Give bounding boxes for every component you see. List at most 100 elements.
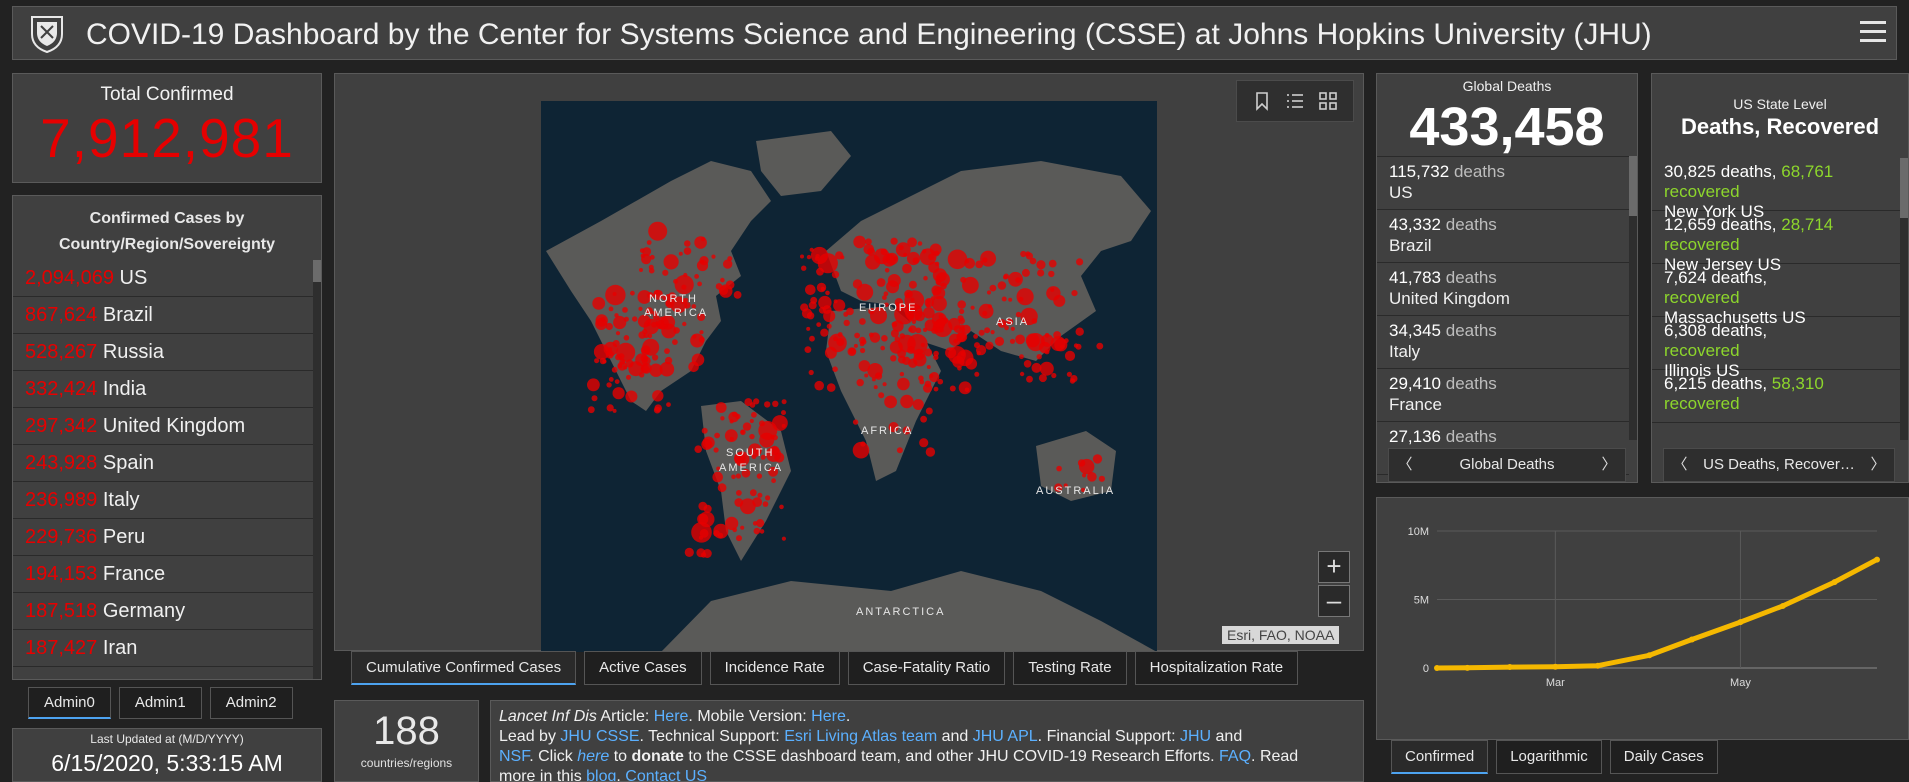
case-bubble[interactable]	[771, 478, 776, 484]
mobile-version-link[interactable]: Here	[811, 708, 846, 725]
case-bubble[interactable]	[736, 490, 742, 496]
case-bubble[interactable]	[806, 326, 811, 331]
case-bubble[interactable]	[1048, 259, 1057, 268]
case-bubble[interactable]	[937, 378, 944, 385]
case-bubble[interactable]	[913, 309, 918, 314]
case-bubble[interactable]	[856, 378, 864, 387]
case-bubble[interactable]	[910, 297, 915, 302]
case-bubble[interactable]	[900, 394, 914, 409]
bookmark-icon[interactable]	[1251, 90, 1273, 112]
case-bubble[interactable]	[664, 348, 670, 354]
case-bubble[interactable]	[741, 468, 751, 478]
global-deaths-item[interactable]: 41,783 deaths United Kingdom	[1377, 263, 1629, 316]
case-bubble[interactable]	[924, 348, 933, 357]
case-bubble[interactable]	[622, 307, 628, 313]
case-bubble[interactable]	[1039, 361, 1054, 376]
case-bubble[interactable]	[645, 307, 654, 315]
tab-hospitalization-rate[interactable]: Hospitalization Rate	[1134, 651, 1299, 685]
case-bubble[interactable]	[678, 251, 683, 256]
case-bubble[interactable]	[768, 466, 779, 477]
pager-prev-icon[interactable]: 〈	[1672, 456, 1688, 473]
case-bubble[interactable]	[614, 379, 620, 384]
case-bubble[interactable]	[756, 473, 763, 479]
us-state-item[interactable]: 12,659 deaths, 28,714 recovered New Jersey…	[1652, 211, 1902, 274]
case-bubble[interactable]	[684, 240, 691, 247]
confirmed-list-item[interactable]: 194,153 France	[13, 556, 313, 593]
case-bubble[interactable]	[902, 263, 912, 274]
case-bubble[interactable]	[820, 286, 825, 291]
case-bubble[interactable]	[605, 322, 613, 331]
case-bubble[interactable]	[613, 315, 627, 330]
confirmed-list-item[interactable]: 2,094,069 US	[13, 260, 313, 297]
case-bubble[interactable]	[760, 454, 766, 460]
case-bubble[interactable]	[922, 249, 927, 254]
article-link[interactable]: Here	[653, 708, 689, 725]
case-bubble[interactable]	[865, 238, 872, 245]
tab-cumulative-confirmed-cases[interactable]: Cumulative Confirmed Cases	[351, 651, 577, 685]
case-bubble[interactable]	[630, 290, 635, 296]
case-bubble[interactable]	[1096, 342, 1104, 350]
case-bubble[interactable]	[902, 356, 911, 365]
case-bubble[interactable]	[595, 314, 608, 327]
esri-link[interactable]: Esri Living Atlas team	[784, 728, 938, 745]
case-bubble[interactable]	[623, 335, 630, 341]
us-state-item[interactable]: 30,825 deaths, 68,761 recovered New York U…	[1652, 158, 1902, 221]
case-bubble[interactable]	[599, 357, 607, 365]
case-bubble[interactable]	[907, 346, 915, 354]
case-bubble[interactable]	[902, 426, 911, 435]
case-bubble[interactable]	[945, 347, 957, 359]
case-bubble[interactable]	[681, 284, 687, 290]
case-bubble[interactable]	[643, 332, 649, 339]
case-bubble[interactable]	[1031, 318, 1038, 324]
case-bubble[interactable]	[772, 415, 788, 431]
global-deaths-item[interactable]: 34,345 deaths Italy	[1377, 316, 1629, 369]
case-bubble[interactable]	[923, 307, 935, 319]
us-state-item[interactable]: 6,215 deaths, 58,310 recovered	[1652, 370, 1902, 423]
confirmed-list-item[interactable]: 229,736 Peru	[13, 519, 313, 556]
case-bubble[interactable]	[694, 236, 707, 249]
case-bubble[interactable]	[608, 377, 614, 382]
case-bubble[interactable]	[920, 415, 927, 423]
case-bubble[interactable]	[818, 306, 826, 314]
case-bubble[interactable]	[856, 283, 874, 301]
case-bubble[interactable]	[739, 498, 756, 515]
case-bubble[interactable]	[1050, 287, 1055, 292]
contact-link[interactable]: Contact US	[625, 768, 708, 782]
case-bubble[interactable]	[929, 373, 934, 378]
case-bubble[interactable]	[931, 327, 938, 334]
case-bubble[interactable]	[672, 339, 678, 345]
case-bubble[interactable]	[924, 297, 934, 308]
case-bubble[interactable]	[852, 441, 870, 459]
global-deaths-item[interactable]: 43,332 deaths Brazil	[1377, 210, 1629, 263]
case-bubble[interactable]	[1054, 338, 1068, 352]
case-bubble[interactable]	[642, 338, 660, 356]
case-bubble[interactable]	[1060, 344, 1065, 349]
case-bubble[interactable]	[1008, 297, 1013, 302]
case-bubble[interactable]	[699, 535, 703, 540]
case-bubble[interactable]	[800, 254, 804, 259]
case-bubble[interactable]	[666, 402, 671, 407]
case-bubble[interactable]	[632, 316, 638, 322]
case-bubble[interactable]	[1056, 465, 1062, 472]
case-bubble[interactable]	[725, 516, 739, 530]
case-bubble[interactable]	[733, 291, 742, 299]
case-bubble[interactable]	[1038, 374, 1047, 383]
case-bubble[interactable]	[725, 280, 735, 290]
case-bubble[interactable]	[908, 325, 917, 334]
case-bubble[interactable]	[843, 311, 849, 317]
case-bubble[interactable]	[752, 521, 758, 526]
case-bubble[interactable]	[933, 250, 940, 257]
tab-admin2[interactable]: Admin2	[209, 687, 293, 719]
case-bubble[interactable]	[957, 366, 962, 371]
case-bubble[interactable]	[781, 399, 787, 405]
case-bubble[interactable]	[854, 332, 860, 339]
case-bubble[interactable]	[953, 338, 959, 344]
tab-testing-rate[interactable]: Testing Rate	[1013, 651, 1127, 685]
case-bubble[interactable]	[994, 336, 1005, 346]
case-bubble[interactable]	[1046, 286, 1061, 301]
pager-next-icon[interactable]: 〉	[1870, 456, 1886, 473]
global-deaths-item[interactable]: 115,732 deaths US	[1377, 157, 1629, 210]
case-bubble[interactable]	[591, 395, 598, 402]
case-bubble[interactable]	[935, 272, 950, 287]
case-bubble[interactable]	[986, 290, 992, 295]
